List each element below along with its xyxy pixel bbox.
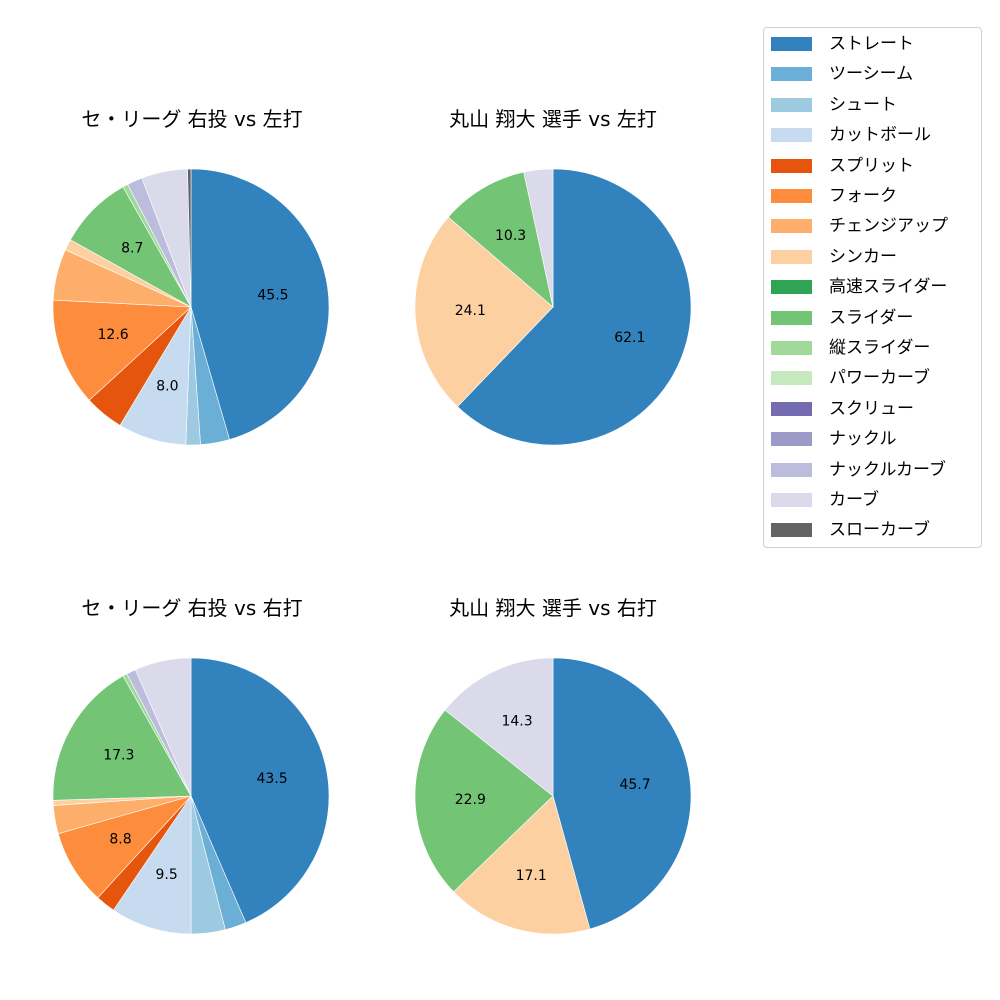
slice-percent-label: 62.1 — [614, 330, 645, 346]
legend-swatch — [771, 189, 812, 203]
slice-percent-label: 17.3 — [103, 747, 134, 763]
pie-slice — [113, 795, 192, 935]
legend-label: ナックル — [829, 429, 897, 450]
legend-swatch — [771, 128, 812, 143]
slice-percent-label: 9.5 — [156, 867, 178, 883]
pie-slice — [414, 709, 554, 893]
chart-title: 丸山 翔大 選手 vs 右打 — [449, 596, 657, 620]
pie-slice — [190, 168, 330, 440]
slice-percent-label: 45.7 — [619, 777, 650, 793]
pie-slice — [414, 216, 554, 408]
legend-label: ツーシーム — [829, 64, 914, 85]
slice-percent-label: 10.3 — [495, 228, 526, 244]
legend-swatch — [771, 280, 812, 295]
pie-slice — [453, 795, 591, 935]
chart-title: セ・リーグ 右投 vs 右打 — [81, 596, 303, 620]
legend-swatch — [771, 219, 812, 234]
slice-percent-label: 8.7 — [121, 241, 143, 257]
legend-label: スクリュー — [829, 398, 914, 419]
pie-slice — [187, 168, 192, 308]
legend-label: スローカーブ — [829, 520, 930, 541]
legend-swatch — [771, 158, 812, 173]
legend-swatch — [771, 523, 812, 538]
legend-swatch — [771, 401, 812, 416]
chart-title: 丸山 翔大 選手 vs 左打 — [449, 107, 657, 131]
slice-percent-label: 22.9 — [455, 792, 486, 808]
slice-percent-label: 45.5 — [257, 287, 288, 303]
slice-percent-label: 24.1 — [455, 303, 486, 319]
pie-slice — [444, 657, 554, 797]
slice-percent-label: 8.8 — [109, 831, 131, 847]
legend-label: 縦スライダー — [829, 338, 931, 358]
pie-slice — [52, 675, 192, 801]
slice-percent-label: 14.3 — [501, 713, 532, 729]
pie-slice — [523, 168, 554, 308]
slice-percent-label: 17.1 — [516, 868, 547, 884]
legend-label: 高速スライダー — [829, 277, 948, 298]
legend-label: チェンジアップ — [829, 216, 948, 237]
legend-swatch — [771, 249, 812, 264]
pie-slice — [190, 657, 330, 924]
legend-label: フォーク — [829, 186, 897, 206]
legend-swatch — [771, 67, 812, 82]
pie-slice — [52, 299, 192, 401]
legend-label: パワーカーブ — [829, 368, 930, 389]
legend: ストレートツーシームシュートカットボール スプリットフォークチェンジアップ シンカー… — [763, 27, 982, 548]
legend-swatch — [771, 341, 812, 355]
legend-label: ナックルカーブ — [829, 459, 946, 480]
legend-label: シュート — [829, 94, 897, 115]
legend-label: ストレート — [829, 34, 914, 54]
legend-swatch — [771, 493, 812, 507]
pie-slice — [135, 657, 192, 797]
legend-label: シンカー — [829, 246, 897, 267]
slice-percent-label: 12.6 — [98, 327, 129, 343]
legend-label: カーブ — [829, 490, 879, 510]
legend-swatch — [771, 310, 812, 325]
legend-swatch — [771, 37, 812, 51]
legend-label: スライダー — [829, 307, 914, 328]
slice-percent-label: 8.0 — [156, 378, 178, 394]
chart-title: セ・リーグ 右投 vs 左打 — [81, 107, 303, 131]
legend-swatch — [771, 371, 812, 386]
legend-swatch — [771, 97, 812, 112]
pie-slice — [447, 171, 554, 308]
pie-slice — [457, 168, 692, 446]
legend-swatch — [771, 462, 812, 477]
pie-slice — [552, 657, 692, 930]
slice-percent-label: 43.5 — [256, 771, 287, 787]
legend-label: カットボール — [829, 125, 931, 146]
legend-swatch — [771, 432, 812, 447]
legend-label: スプリット — [829, 155, 914, 176]
